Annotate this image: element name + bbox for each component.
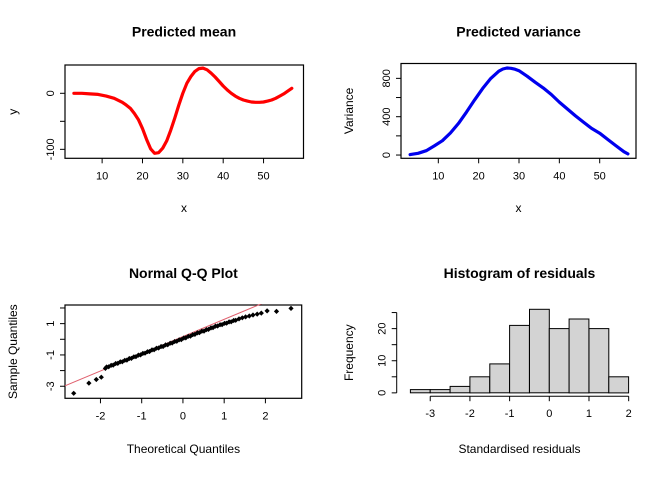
qq-point [254,311,260,317]
y-axis-label: Sample Quantiles [6,304,20,399]
histogram-bar [429,389,451,394]
x-tick-label: 2 [626,408,632,420]
histogram-bar [469,376,491,394]
y-tick-label: 1 [45,321,57,327]
y-tick-label: 0 [45,90,57,96]
y-tick-label: 400 [381,108,393,126]
histogram-bar [449,385,471,394]
panel-normal-qq-plot: Normal Q-Q Plot Theoretical Quantiles Sa… [6,265,303,456]
x-tick-label: 0 [546,408,552,420]
qq-point [273,308,280,314]
histogram-bar [568,318,590,394]
panel-title-predicted-mean: Predicted mean [132,24,236,40]
x-tick-label: -1 [505,408,515,420]
plot-box [64,64,305,159]
panel-predicted-mean: Predicted mean x y 10 20 30 40 50 -100 0 [6,24,305,215]
y-tick-label: 0 [377,390,389,396]
series-curve [72,66,294,155]
panel-predicted-variance: Predicted variance x Variance 10 20 30 40 50… [342,24,637,215]
histogram-bar [608,376,630,394]
y-tick-label: -100 [45,138,57,160]
x-tick-label: -2 [465,408,475,420]
plot-box [64,304,303,399]
x-tick-label: 30 [513,170,525,182]
histogram-bar [489,363,511,394]
y-tick-label: 10 [377,355,389,367]
x-tick-label: 0 [180,410,186,422]
series-curve [408,66,630,157]
qq-point [169,340,175,346]
x-tick-label: 50 [257,170,269,182]
x-axis-label: Standardised residuals [458,442,580,456]
x-tick-label: 40 [217,170,229,182]
x-axis-label: x [516,201,522,215]
plot-box [400,62,637,159]
x-tick-label: 2 [262,410,268,422]
x-tick-label: 10 [432,170,444,182]
x-tick-label: -3 [425,408,435,420]
qq-point [264,308,270,314]
x-tick-label: 10 [96,170,108,182]
x-tick-label: 1 [221,410,227,422]
y-tick-label: 0 [381,152,393,158]
plot-area-predicted-variance: 10 20 30 40 50 0 400 800 [381,62,637,182]
y-tick-label: -3 [45,381,57,391]
x-tick-label: 40 [553,170,565,182]
histogram-bar [529,308,550,394]
y-tick-label: 20 [377,322,389,334]
y-tick-label: 800 [381,69,393,87]
histogram-bar [588,328,610,394]
y-tick-label: -1 [45,350,57,360]
x-tick-label: 20 [136,170,148,182]
panel-title-histogram: Histogram of residuals [444,265,596,281]
plot-area-normal-qq: -2 -1 0 1 2 -3 -1 1 [45,304,303,422]
panel-title-predicted-variance: Predicted variance [456,24,581,40]
x-axis-label: x [181,201,187,215]
x-tick-label: 1 [586,408,592,420]
x-tick-label: -1 [137,410,147,422]
y-axis-label: Frequency [342,324,356,381]
qq-point [146,348,153,355]
histogram-bar [548,328,570,394]
y-axis-label: y [6,109,20,115]
qq-point [86,380,92,386]
y-axis-label: Variance [342,87,356,134]
qq-point [71,390,77,396]
qq-point [93,376,99,383]
x-tick-label: -2 [96,410,106,422]
panel-title-normal-qq: Normal Q-Q Plot [129,265,238,281]
qq-point [246,313,252,319]
histogram-bar [509,324,530,394]
x-tick-label: 30 [177,170,189,182]
histogram-bars [409,308,630,394]
x-tick-label: 50 [594,170,606,182]
qq-point [98,374,104,380]
qq-point [288,305,294,311]
x-axis-label: Theoretical Quantiles [127,442,240,456]
panel-histogram-residuals: Histogram of residuals Standardised resi… [342,265,632,456]
histogram-bar [409,389,431,394]
qq-point [250,312,256,318]
x-tick-label: 20 [473,170,485,182]
qq-point [258,310,264,316]
qq-points [71,305,294,396]
plot-area-predicted-mean: 10 20 30 40 50 -100 0 [45,64,305,182]
